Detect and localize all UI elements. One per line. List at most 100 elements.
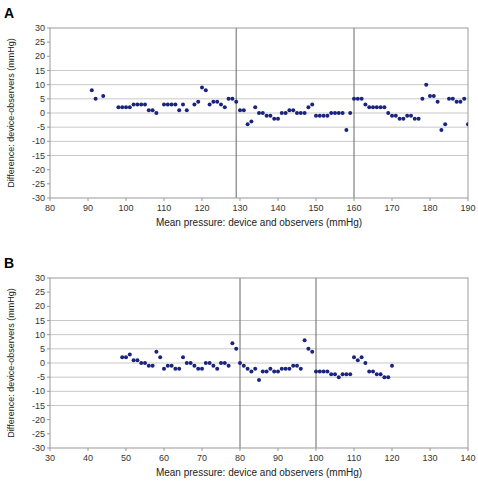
point	[295, 364, 299, 368]
x-tick	[240, 198, 241, 201]
y-tick	[47, 306, 50, 307]
point	[227, 97, 231, 101]
point	[147, 108, 151, 112]
point	[223, 105, 227, 109]
hline	[50, 363, 468, 364]
x-tick	[430, 198, 431, 201]
y-tick	[47, 183, 50, 184]
point	[268, 367, 272, 371]
x-tick-label: 40	[83, 453, 93, 463]
point	[341, 111, 345, 115]
hline	[50, 391, 468, 392]
point	[261, 370, 265, 374]
point	[352, 355, 356, 359]
point	[379, 105, 383, 109]
point	[158, 355, 162, 359]
y-tick	[47, 348, 50, 349]
y-tick	[47, 405, 50, 406]
point	[200, 86, 204, 90]
point	[318, 370, 322, 374]
x-tick-label: 60	[159, 453, 169, 463]
point	[139, 103, 143, 107]
y-tick-label: 30	[35, 273, 45, 283]
point	[242, 364, 246, 368]
point	[249, 370, 253, 374]
point	[341, 372, 345, 376]
y-tick	[47, 155, 50, 156]
point	[219, 103, 223, 107]
point	[265, 114, 269, 118]
y-axis-label: Difference: device-observers (mmHg)	[6, 38, 16, 187]
y-tick-label: 10	[35, 330, 45, 340]
x-tick-label: 150	[308, 203, 323, 213]
y-tick-label: -25	[32, 179, 45, 189]
y-tick	[47, 70, 50, 71]
point	[215, 367, 219, 371]
x-tick-label: 120	[384, 453, 399, 463]
hline	[50, 377, 468, 378]
point	[352, 97, 356, 101]
x-tick	[278, 198, 279, 201]
x-tick-label: 120	[194, 203, 209, 213]
point	[329, 372, 333, 376]
point	[246, 367, 250, 371]
point	[337, 111, 341, 115]
y-tick	[47, 42, 50, 43]
x-tick	[316, 448, 317, 451]
point	[314, 370, 318, 374]
point	[147, 364, 151, 368]
point	[204, 88, 208, 92]
point	[128, 105, 132, 109]
point	[310, 103, 314, 107]
point	[337, 375, 341, 379]
hline	[50, 70, 468, 71]
point	[242, 108, 246, 112]
point	[143, 361, 147, 365]
vline	[354, 28, 355, 198]
x-tick-label: 160	[346, 203, 361, 213]
point	[379, 372, 383, 376]
point	[375, 372, 379, 376]
point	[325, 114, 329, 118]
x-tick-label: 70	[197, 453, 207, 463]
y-tick	[47, 84, 50, 85]
point	[162, 103, 166, 107]
y-tick-label: -15	[32, 401, 45, 411]
point	[375, 105, 379, 109]
point	[329, 111, 333, 115]
point	[120, 105, 124, 109]
point	[371, 105, 375, 109]
y-tick-label: 20	[35, 51, 45, 61]
x-tick-label: 130	[232, 203, 247, 213]
point	[151, 364, 155, 368]
point	[424, 83, 428, 87]
x-tick	[392, 198, 393, 201]
x-axis-label: Mean pressure: device and observers (mmH…	[156, 217, 362, 228]
y-tick-label: 25	[35, 37, 45, 47]
point	[170, 364, 174, 368]
point	[265, 370, 269, 374]
point	[417, 117, 421, 121]
point	[382, 105, 386, 109]
points	[120, 338, 394, 382]
point	[284, 111, 288, 115]
x-tick	[278, 448, 279, 451]
point	[173, 103, 177, 107]
point	[185, 361, 189, 365]
y-tick	[47, 169, 50, 170]
hline	[50, 127, 468, 128]
point	[443, 122, 447, 126]
point	[272, 117, 276, 121]
point	[390, 114, 394, 118]
point	[246, 122, 250, 126]
point	[348, 372, 352, 376]
point	[356, 358, 360, 362]
point	[196, 100, 200, 104]
y-tick-label: 0	[40, 108, 45, 118]
point	[291, 364, 295, 368]
point	[200, 367, 204, 371]
y-tick-label: -5	[37, 372, 45, 382]
point	[333, 111, 337, 115]
point	[318, 114, 322, 118]
y-tick-label: -5	[37, 122, 45, 132]
